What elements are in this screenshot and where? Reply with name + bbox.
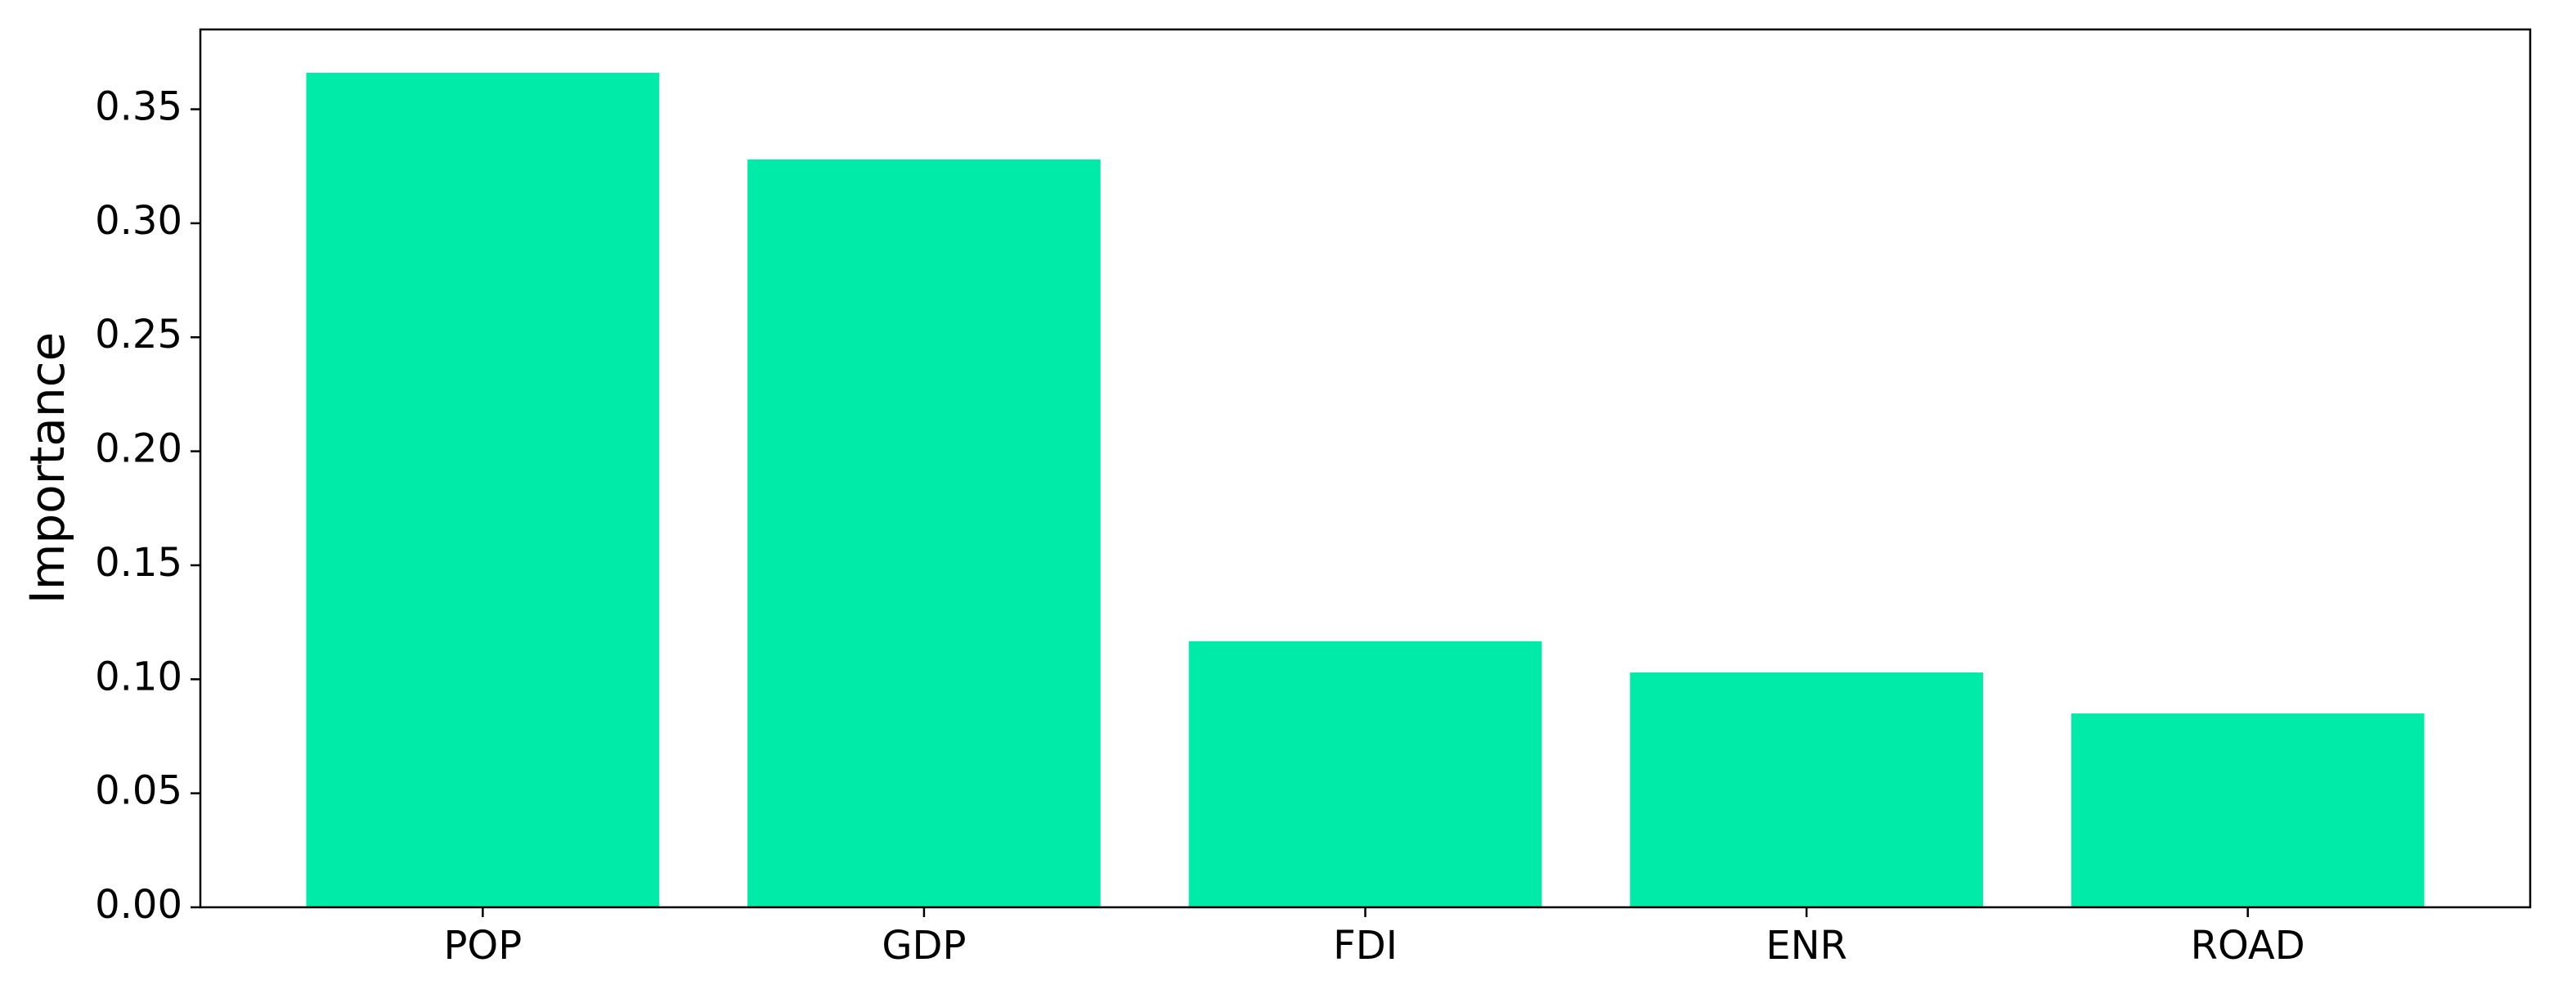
x-tick-label: POP — [443, 923, 522, 969]
bar — [1630, 672, 1983, 907]
x-tick-label: GDP — [882, 923, 966, 969]
y-tick-label: 0.20 — [95, 426, 182, 472]
bar — [2071, 713, 2425, 907]
y-tick-label: 0.05 — [95, 768, 182, 814]
bar — [306, 72, 660, 907]
x-tick-label: FDI — [1333, 923, 1398, 969]
y-tick-label: 0.25 — [95, 312, 182, 358]
plot-frame — [199, 28, 2532, 909]
y-axis-label: Importance — [20, 332, 75, 604]
y-tick-label: 0.15 — [95, 540, 182, 586]
bar — [747, 159, 1101, 907]
y-tick-label: 0.30 — [95, 198, 182, 244]
y-tick-label: 0.35 — [95, 84, 182, 130]
bar — [1188, 641, 1542, 907]
y-tick-label: 0.10 — [95, 654, 182, 699]
y-tick-label: 0.00 — [95, 882, 182, 928]
x-tick-label: ENR — [1766, 923, 1847, 969]
x-tick-label: ROAD — [2191, 923, 2305, 969]
